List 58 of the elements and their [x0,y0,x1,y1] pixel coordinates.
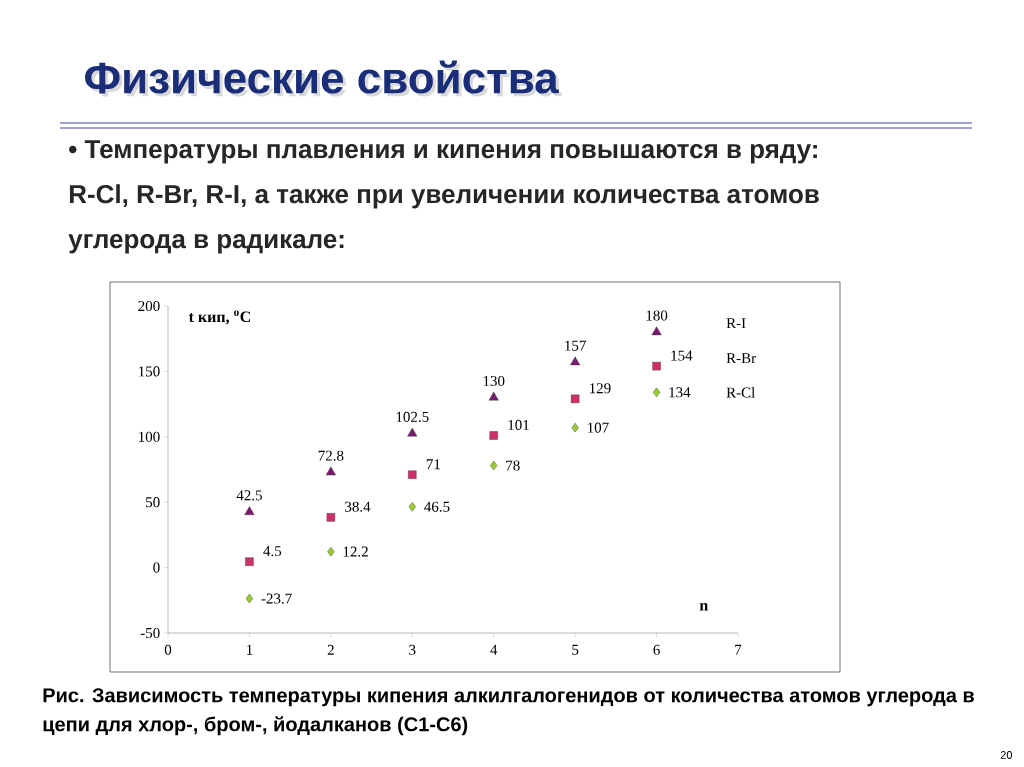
y-axis-title: t кип, $^{o}$C [188,310,251,325]
point [325,466,336,476]
point [488,391,499,401]
point [408,470,417,479]
point [651,326,662,336]
data-label: 71 [426,459,440,470]
point [407,427,418,437]
point [326,513,336,522]
y-tick-label: 50 [146,497,160,508]
data-label: 4.5 [263,546,282,557]
y-tick-label: 100 [139,431,160,442]
text: R-I [726,318,746,329]
x-tick-label: 3 [409,644,416,655]
data-label: 180 [646,310,668,321]
x-tick-label: 7 [735,644,742,655]
data-label: 42.5 [236,490,262,501]
point [571,422,579,433]
point [652,361,661,371]
text: R-Cl [726,387,755,398]
x-tick-label: 5 [572,644,579,655]
data-label: 154 [671,350,693,361]
data-label: 107 [588,422,609,433]
data-label: 12.2 [343,546,368,557]
data-label: 78 [506,460,520,471]
point [327,546,335,557]
point [244,506,255,515]
y-tick-label: 200 [138,300,160,312]
x-tick-label: 6 [653,644,660,655]
text: R-Br [726,353,756,364]
point [245,593,254,604]
data-label: 102.5 [396,411,429,422]
point [245,557,254,566]
x-axis-title: n [699,603,709,611]
data-label: 134 [669,387,691,398]
data-label: 72.8 [318,450,344,461]
y-tick-label: 150 [139,366,160,377]
data-label: 46.5 [424,501,450,512]
data-label: 101 [508,419,529,430]
data-label: 157 [565,340,586,351]
point [570,394,580,404]
x-tick-label: 2 [327,644,334,655]
point [408,502,416,512]
data-label: -23.7 [261,593,292,604]
y-tick-label: 0 [153,562,160,573]
x-tick-label: 0 [164,644,172,655]
point [570,356,581,366]
point [490,460,498,471]
x-tick-label: 4 [490,644,498,655]
chart-subtitle: • Температуры плавления и кипения повышаются в ряду: R-Cl, R-Br, R-I, а также при увеличении количества атомов углерода в радикале: [68,140,819,254]
y-tick-label: -50 [140,627,160,639]
point [489,431,498,440]
point [653,387,661,398]
text: 20 [1000,751,1013,759]
text: Рис. Зависимость температуры кипения алкилгалогенидов от количества атомов углерода в цепи для хлор-, бром-, йодалканов (С1-С6) [43,688,974,736]
x-tick-label: 1 [247,644,253,655]
data-label: 129 [590,383,611,394]
data-label: 130 [483,375,505,387]
data-label: 38.4 [345,501,371,512]
